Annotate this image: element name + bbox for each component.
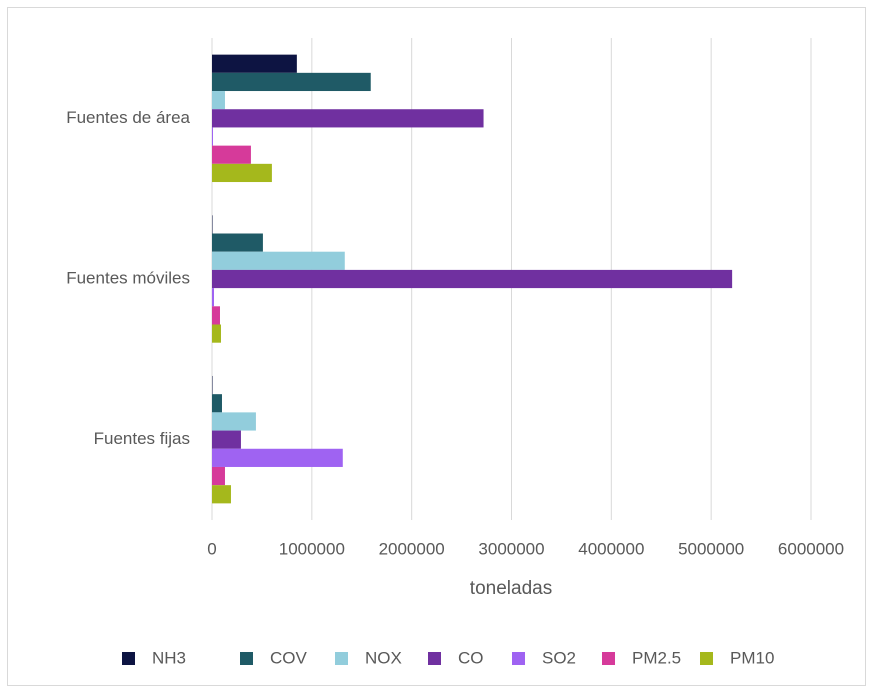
y-tick-label: Fuentes fijas xyxy=(94,429,190,448)
legend-swatch xyxy=(240,652,253,665)
bar xyxy=(212,164,272,182)
legend-label: NH3 xyxy=(152,648,186,667)
x-tick-label: 1000000 xyxy=(279,539,345,558)
x-tick-label: 5000000 xyxy=(678,539,744,558)
bar xyxy=(212,485,231,503)
bar xyxy=(212,449,343,467)
x-tick-label: 3000000 xyxy=(478,539,544,558)
legend-label: CO xyxy=(458,648,484,667)
y-tick-label: Fuentes móviles xyxy=(66,268,190,287)
bar xyxy=(212,431,241,449)
legend-swatch xyxy=(512,652,525,665)
bar xyxy=(212,55,297,73)
x-axis-title: toneladas xyxy=(470,578,552,599)
bar xyxy=(212,234,263,252)
legend-swatch xyxy=(700,652,713,665)
bar xyxy=(212,394,222,412)
legend-label: PM2.5 xyxy=(632,648,681,667)
bar xyxy=(212,412,256,430)
legend-swatch xyxy=(428,652,441,665)
x-tick-label: 2000000 xyxy=(379,539,445,558)
bar xyxy=(212,91,225,109)
legend-swatch xyxy=(335,652,348,665)
x-tick-label: 4000000 xyxy=(578,539,644,558)
bar xyxy=(212,467,225,485)
bar xyxy=(212,306,220,324)
x-tick-label: 6000000 xyxy=(778,539,844,558)
y-tick-label: Fuentes de área xyxy=(66,108,190,127)
bar xyxy=(212,325,221,343)
bar xyxy=(212,73,371,91)
legend-label: PM10 xyxy=(730,648,774,667)
legend-label: COV xyxy=(270,648,308,667)
x-tick-label: 0 xyxy=(207,539,216,558)
legend-swatch xyxy=(122,652,135,665)
legend-swatch xyxy=(602,652,615,665)
bar xyxy=(212,146,251,164)
bar xyxy=(212,270,732,288)
bar xyxy=(212,288,214,306)
legend-label: NOX xyxy=(365,648,402,667)
legend-label: SO2 xyxy=(542,648,576,667)
bar xyxy=(212,127,213,145)
bar xyxy=(212,109,484,127)
bar xyxy=(212,252,345,270)
